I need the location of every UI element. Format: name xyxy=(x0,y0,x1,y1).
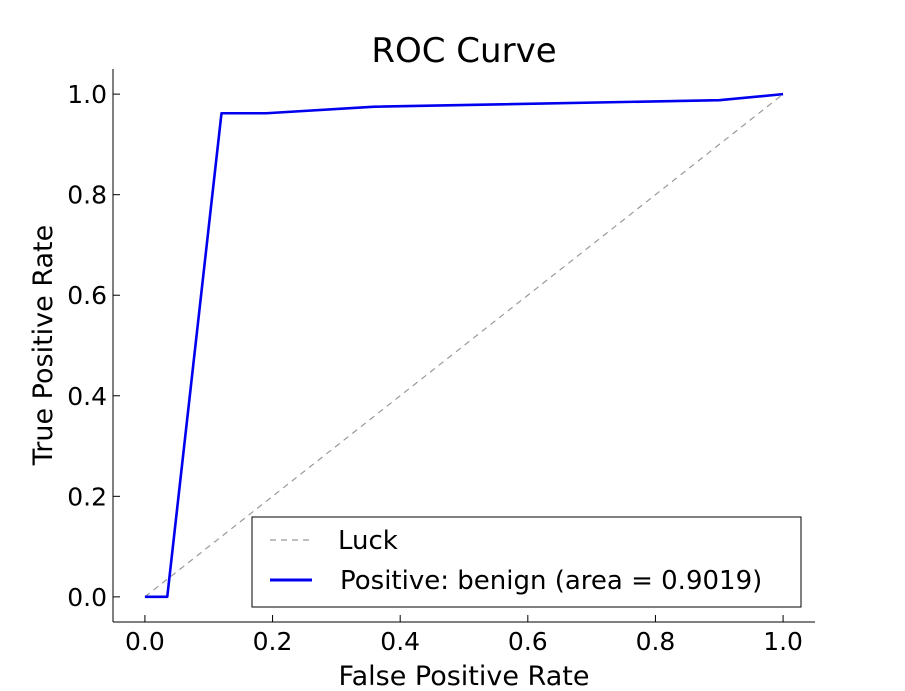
x-tick-label: 0.6 xyxy=(508,627,548,656)
y-tick-label: 1.0 xyxy=(67,80,107,109)
chart-title: ROC Curve xyxy=(371,31,556,71)
x-tick-label: 1.0 xyxy=(763,627,803,656)
legend-label-benign: Positive: benign (area = 0.9019) xyxy=(340,566,762,596)
y-tick-label: 0.8 xyxy=(67,181,107,210)
roc-curve-line xyxy=(144,92,784,599)
y-tick-label: 0.0 xyxy=(67,583,107,612)
x-tick-label: 0.8 xyxy=(636,627,676,656)
x-axis-label: False Positive Rate xyxy=(339,661,590,691)
series-layer xyxy=(144,92,784,599)
x-tick-label: 0.4 xyxy=(380,627,420,656)
x-tick-label: 0.2 xyxy=(253,627,293,656)
luck-diagonal-line xyxy=(144,93,784,598)
x-tick-label: 0.0 xyxy=(125,627,165,656)
y-axis-label: True Positive Rate xyxy=(28,225,59,467)
tick-marks: 0.0 0.2 0.4 0.6 0.8 1.0 0.0 0.2 0.4 0.6 0.8 1.0 xyxy=(67,80,803,656)
legend: Luck Positive: benign (area = 0.9019) xyxy=(251,516,802,608)
legend-label-luck: Luck xyxy=(338,526,398,556)
y-tick-label: 0.4 xyxy=(67,382,107,411)
plot-axes xyxy=(112,69,815,623)
y-tick-label: 0.2 xyxy=(67,482,107,511)
y-tick-label: 0.6 xyxy=(67,281,107,310)
legend-box xyxy=(251,516,802,608)
